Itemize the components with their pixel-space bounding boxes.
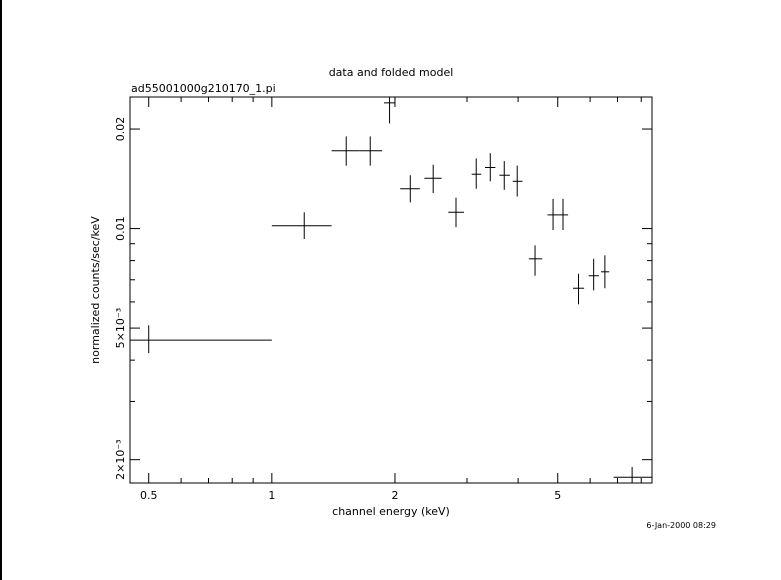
plot-frame xyxy=(129,96,653,484)
data-point xyxy=(359,136,383,166)
data-points xyxy=(130,97,652,483)
axes: 0.5 1 2 5 2×10⁻³ 5×10⁻³ 0.01 0.02 xyxy=(114,97,652,502)
x-tick-label: 5 xyxy=(554,489,561,502)
y-tick-label: 0.01 xyxy=(114,216,127,241)
data-point xyxy=(547,198,559,231)
x-tick-label: 1 xyxy=(268,489,275,502)
data-point xyxy=(573,273,585,305)
data-point xyxy=(471,158,482,189)
data-point xyxy=(424,164,442,194)
chart-title: data and folded model xyxy=(329,66,454,79)
data-point xyxy=(400,175,420,203)
data-point xyxy=(383,97,395,124)
x-tick-label: 0.5 xyxy=(140,489,158,502)
data-point xyxy=(512,165,523,197)
data-point xyxy=(271,212,332,239)
data-point xyxy=(331,136,360,166)
chart-subtitle: ad55001000g210170_1.pi xyxy=(131,82,276,95)
y-tick-label: 2×10⁻³ xyxy=(114,439,127,479)
data-point xyxy=(601,255,610,289)
x-tick-label: 2 xyxy=(391,489,398,502)
y-axis-label: normalized counts/sec/keV xyxy=(89,216,102,364)
x-axis-label: channel energy (keV) xyxy=(332,505,450,518)
y-tick-label: 5×10⁻³ xyxy=(114,308,127,348)
timestamp: 6-Jan-2000 08:29 xyxy=(646,521,716,530)
data-point xyxy=(588,258,599,291)
data-point xyxy=(558,198,569,231)
y-tick-label: 0.02 xyxy=(114,117,127,142)
left-border-line xyxy=(0,0,2,580)
data-point xyxy=(130,325,272,354)
data-point xyxy=(528,245,543,276)
data-point xyxy=(499,161,510,190)
data-point xyxy=(613,467,652,483)
data-point xyxy=(485,153,496,182)
data-point xyxy=(448,197,465,228)
